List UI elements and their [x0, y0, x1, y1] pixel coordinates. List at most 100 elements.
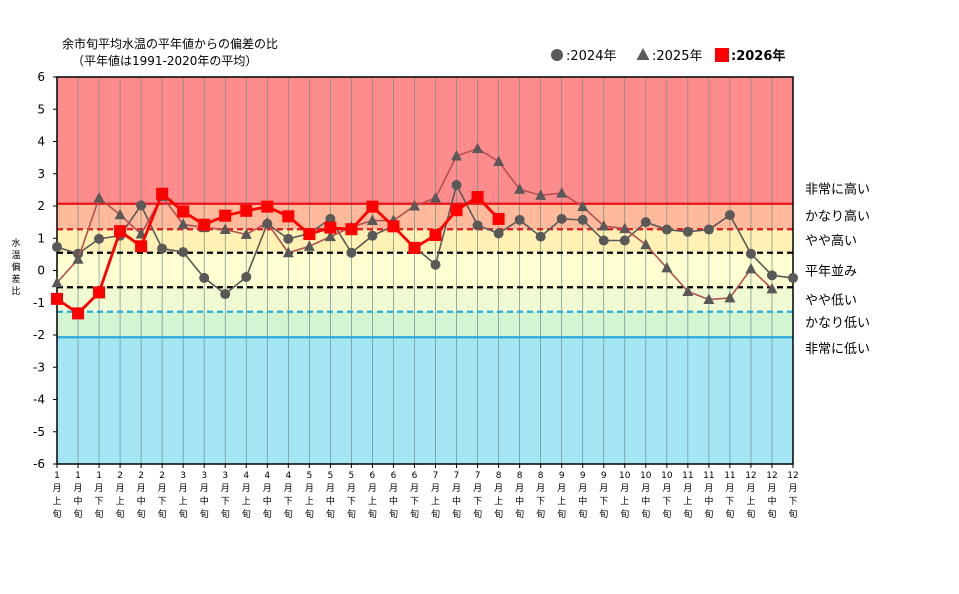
- x-tick-label-char: 旬: [578, 508, 587, 520]
- x-tick-label: 3 月上旬: [179, 471, 188, 520]
- x-tick-label-char: 月: [788, 483, 797, 494]
- legend: :2024年:2025年:2026年: [551, 48, 785, 64]
- point-2024年-4: [136, 200, 147, 211]
- point-2025年-1: [72, 253, 84, 264]
- x-tick-label-char: 4: [264, 471, 270, 481]
- x-tick-label-char: 旬: [179, 508, 188, 520]
- x-tick-label: 8 月上旬: [494, 471, 503, 520]
- point-2024年-11: [283, 233, 294, 244]
- x-tick-label: 6 月上旬: [368, 471, 377, 520]
- x-tick-label-char: 9: [559, 471, 565, 481]
- x-tick-label-char: 3: [222, 471, 228, 481]
- x-tick-label-char: 5: [328, 471, 334, 481]
- x-tick-label-char: 上: [52, 496, 61, 507]
- x-tick-label-char: 旬: [158, 508, 167, 520]
- zone-band-6: [57, 337, 793, 464]
- point-2026年-8: [219, 209, 232, 222]
- point-2026年-5: [156, 187, 169, 200]
- x-tick-label-char: 月: [599, 483, 608, 494]
- x-tick-label: 2 月中旬: [137, 471, 146, 520]
- point-2024年-8: [220, 289, 231, 300]
- legend-label-2024年: :2024年: [566, 49, 616, 64]
- x-tick-label: 3 月下旬: [221, 471, 230, 520]
- y-axis-label-char: 比: [11, 285, 20, 297]
- x-tick-label: 8 月下旬: [536, 471, 545, 520]
- x-tick-label-char: 旬: [641, 508, 650, 520]
- x-tick-label: 1 月上旬: [52, 471, 61, 520]
- x-tick-label-char: 旬: [515, 508, 524, 520]
- point-2025年-12: [303, 240, 315, 251]
- x-tick-label-char: 8: [538, 471, 544, 481]
- y-tick-label: 2: [37, 199, 45, 213]
- x-tick-label: 11 月上旬: [682, 471, 693, 520]
- point-2024年-29: [661, 224, 672, 235]
- point-2024年-23: [535, 231, 546, 242]
- point-2024年-33: [745, 248, 756, 259]
- point-2024年-7: [199, 272, 210, 283]
- point-2026年-18: [429, 229, 442, 242]
- x-tick-label-char: 旬: [599, 508, 608, 520]
- point-2026年-4: [135, 240, 148, 253]
- x-tick-label-char: 中: [389, 495, 398, 507]
- x-tick-label-char: 中: [767, 495, 776, 507]
- x-tick-label-char: 旬: [704, 508, 713, 520]
- x-tick-label-char: 1: [96, 471, 102, 481]
- x-tick-label-char: 上: [620, 496, 629, 507]
- y-axis-ticks: 6 5 4 3 2 1 0 -1 -2 -3 -4 -5 -6: [33, 70, 57, 471]
- point-2024年-2: [94, 233, 105, 244]
- x-tick-label-char: 月: [704, 483, 713, 494]
- zone-label-2: やや高い: [805, 233, 857, 249]
- x-tick-label-char: 上: [557, 496, 566, 507]
- point-2024年-26: [598, 235, 609, 246]
- x-tick-label-char: 4: [285, 471, 291, 481]
- x-tick-label-char: 下: [284, 497, 293, 507]
- point-2025年-27: [619, 222, 631, 234]
- x-tick-label: 9 月中旬: [578, 471, 587, 520]
- x-tick-label-char: 中: [74, 495, 83, 507]
- x-tick-label-char: 月: [263, 483, 272, 494]
- x-tick-label-char: 6: [412, 471, 418, 481]
- point-2026年-10: [261, 200, 274, 213]
- x-tick-label-char: 月: [431, 483, 440, 494]
- x-tick-label-char: 月: [52, 483, 61, 494]
- y-axis-label-char: 温: [11, 250, 20, 261]
- x-tick-label-char: 10: [619, 471, 631, 481]
- x-tick-label: 4 月中旬: [263, 471, 272, 520]
- point-2024年-19: [451, 180, 462, 191]
- x-tick-label-char: 旬: [347, 508, 356, 520]
- x-tick-label-char: 6: [391, 471, 397, 481]
- y-tick-label: 0: [37, 264, 45, 278]
- x-tick-label-char: 旬: [767, 508, 776, 520]
- x-tick-label-char: 上: [683, 496, 692, 507]
- x-tick-label-char: 月: [410, 483, 419, 494]
- point-2024年-35: [788, 272, 798, 283]
- x-tick-label-char: 月: [368, 483, 377, 494]
- y-axis-label-text: 水温偏差比: [11, 237, 20, 297]
- x-tick-label-char: 中: [263, 495, 272, 507]
- x-tick-label: 7 月上旬: [431, 471, 440, 520]
- point-2025年-25: [577, 200, 589, 212]
- x-tick-label-char: 月: [158, 483, 167, 494]
- point-2024年-14: [346, 247, 357, 258]
- title-line-2: （平年値は1991-2020年の平均）: [72, 53, 257, 68]
- x-tick-label-char: 12: [787, 471, 798, 481]
- point-2026年-21: [492, 212, 505, 225]
- x-tick-label: 7 月下旬: [473, 471, 482, 520]
- x-tick-label-char: 中: [452, 495, 461, 507]
- point-2026年-3: [114, 225, 127, 238]
- x-tick-label: 1 月中旬: [74, 471, 83, 520]
- x-tick-label-char: 旬: [725, 508, 734, 520]
- point-2026年-16: [387, 220, 400, 233]
- point-2024年-31: [703, 224, 714, 235]
- x-tick-label: 6 月中旬: [389, 471, 398, 520]
- y-tick-label: -1: [33, 296, 45, 310]
- x-tick-label: 12 月中旬: [766, 471, 777, 520]
- legend-marker-2026年: [715, 48, 729, 62]
- point-2025年-19: [451, 150, 463, 161]
- zone-band-0: [57, 77, 793, 204]
- point-2026年-6: [177, 205, 190, 218]
- x-tick-label-char: 中: [641, 495, 650, 507]
- point-2025年-13: [324, 230, 336, 242]
- x-tick-label-char: 中: [137, 495, 146, 507]
